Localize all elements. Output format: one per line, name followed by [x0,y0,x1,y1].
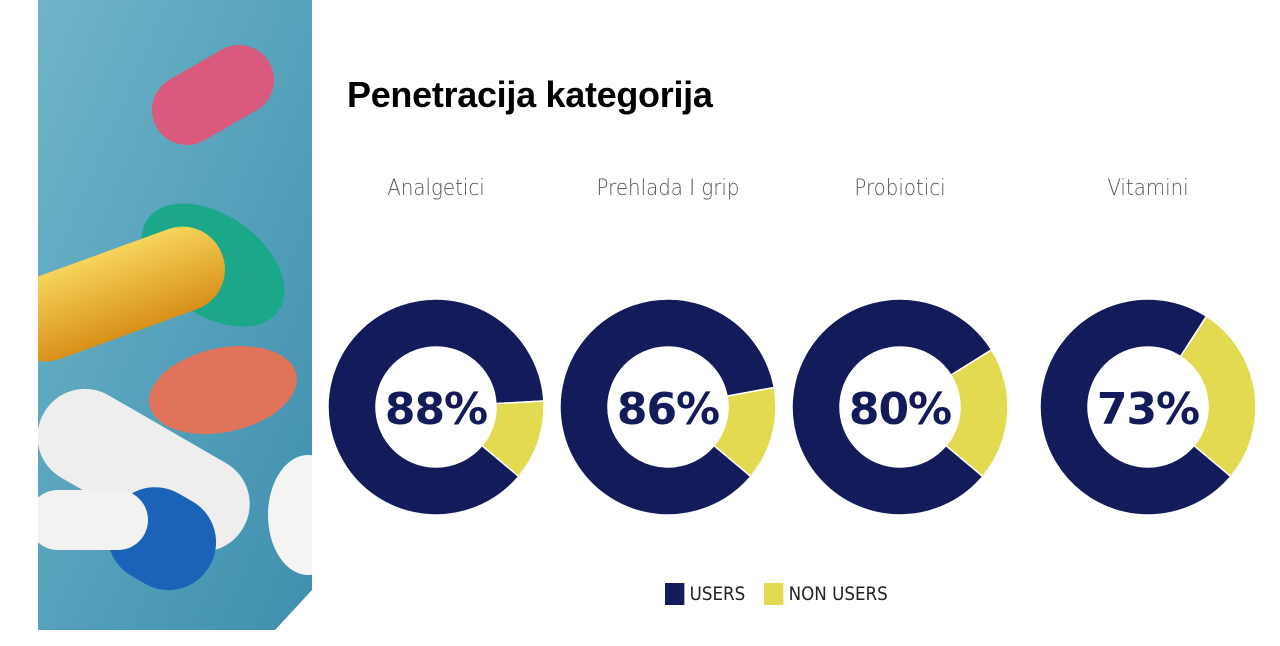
legend-label-users: USERS [689,583,746,605]
legend-swatch-users [665,583,685,605]
slice-non-users [480,400,545,478]
donut-chart: 80% [791,298,1009,516]
category-label: Vitamini [1107,176,1189,201]
chart-legend: USERS NON USERS [665,583,913,605]
data-label: 88% [385,384,487,435]
slice-users [559,298,776,516]
legend-swatch-non-users [764,583,784,605]
category-label: Analgetici [387,176,485,201]
legend-item-non-users: NON USERS [764,583,888,605]
legend-label-non-users: NON USERS [788,583,889,605]
data-label: 73% [1097,384,1199,435]
slice-non-users [712,386,777,478]
legend-item-users: USERS [665,583,745,605]
slice-non-users [1179,315,1257,478]
data-label: 86% [617,384,719,435]
data-label: 80% [849,384,951,435]
slice-users [327,298,545,516]
donut-chart: 73% [1039,298,1257,516]
slice-users [1039,298,1232,516]
slice-users [791,298,993,516]
page-title: Penetracija kategorija [347,74,713,115]
slice-non-users [944,348,1009,478]
pills-photo [38,0,312,630]
donut-chart: 86% [559,298,777,516]
category-label: Prehlada I grip [596,176,740,201]
category-label: Probiotici [854,176,946,201]
donut-chart: 88% [327,298,545,516]
